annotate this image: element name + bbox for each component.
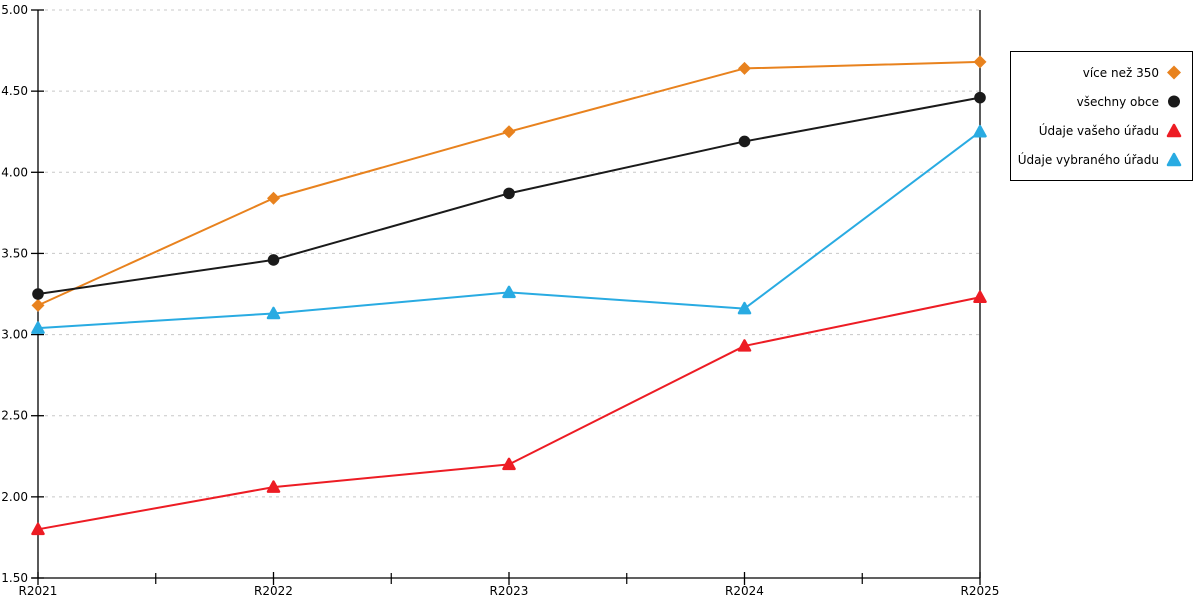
diamond-marker xyxy=(267,191,280,205)
triangle-marker xyxy=(266,480,281,493)
diamond-icon xyxy=(1167,65,1181,80)
triangle-icon-shape xyxy=(1166,123,1182,138)
x-tick-label: R2023 xyxy=(490,584,529,598)
diamond-marker xyxy=(502,125,516,139)
legend-label: více než 350 xyxy=(1082,65,1159,80)
triangle-marker xyxy=(973,124,987,138)
y-tick-label: 3.50 xyxy=(1,246,28,260)
triangle-marker xyxy=(31,522,45,536)
legend-item: Údaje vybraného úřadu xyxy=(1017,145,1182,174)
y-tick-label: 4.50 xyxy=(1,84,28,98)
circle-marker xyxy=(32,288,44,300)
circle-marker xyxy=(974,91,986,104)
triangle-marker xyxy=(737,339,752,352)
diamond-marker xyxy=(738,61,751,75)
circle-marker xyxy=(738,135,751,148)
triangle-icon xyxy=(1166,123,1182,138)
legend-label: Údaje vašeho úřadu xyxy=(1038,123,1159,138)
diamond-icon-shape xyxy=(1167,65,1181,80)
legend-item: Údaje vašeho úřadu xyxy=(1017,116,1182,145)
series-line-2 xyxy=(37,296,981,531)
triangle-marker xyxy=(266,306,281,320)
triangle-icon xyxy=(1166,152,1182,167)
legend-item: více než 350 xyxy=(1017,58,1182,87)
x-tick-label: R2021 xyxy=(19,584,58,598)
diamond-marker xyxy=(31,298,45,312)
y-tick-label: 2.00 xyxy=(1,490,28,504)
triangle-icon-shape xyxy=(1166,152,1182,167)
triangle-marker xyxy=(502,457,516,471)
legend-item: všechny obce xyxy=(1017,87,1182,116)
circle-marker xyxy=(267,254,280,266)
x-tick-label: R2025 xyxy=(961,584,1000,598)
triangle-marker xyxy=(502,285,516,299)
series-line-3 xyxy=(37,130,981,330)
y-tick-label: 4.00 xyxy=(1,165,28,179)
triangle-marker xyxy=(973,290,987,303)
triangle-marker xyxy=(737,301,752,315)
y-tick-label: 5.00 xyxy=(1,3,28,17)
triangle-marker xyxy=(31,321,45,334)
diamond-marker xyxy=(973,55,987,69)
y-tick-label: 3.00 xyxy=(1,328,28,342)
x-tick-label: R2022 xyxy=(254,584,293,598)
y-tick-label: 1.50 xyxy=(1,571,28,585)
y-tick-label: 2.50 xyxy=(1,409,28,423)
circle-icon-shape xyxy=(1168,95,1180,108)
legend-label: všechny obce xyxy=(1076,94,1159,109)
circle-marker xyxy=(503,187,515,200)
legend-label: Údaje vybraného úřadu xyxy=(1017,152,1159,167)
series-line-0 xyxy=(37,60,981,307)
legend: více než 350 všechny obce Údaje vašeho úřa… xyxy=(1010,51,1193,181)
circle-icon xyxy=(1168,95,1180,108)
x-tick-label: R2024 xyxy=(725,584,764,598)
